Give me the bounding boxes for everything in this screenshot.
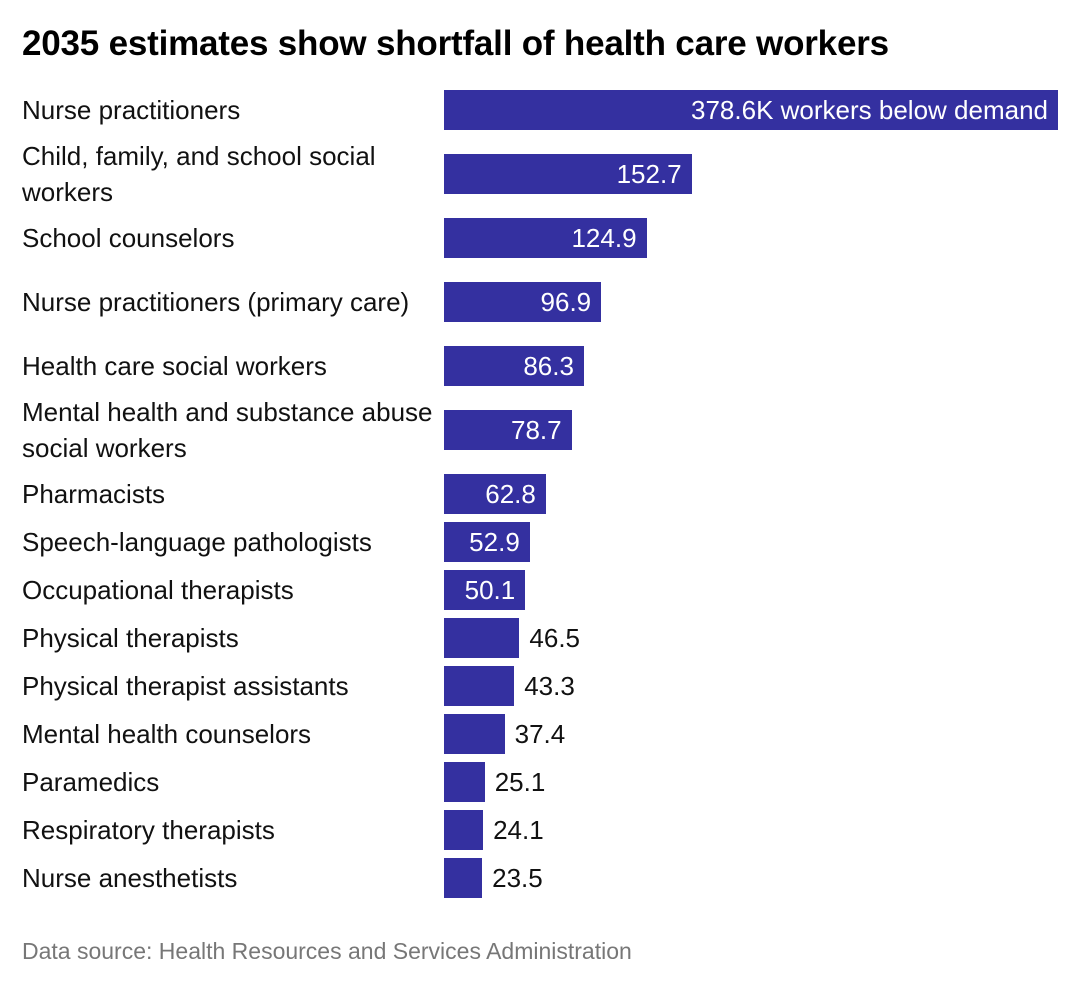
category-label: Health care social workers	[22, 351, 327, 381]
category-label: Mental health and substance abuse social…	[22, 397, 433, 463]
bar	[444, 346, 584, 386]
data-label: 46.5	[529, 623, 581, 653]
bar	[444, 474, 546, 514]
bar	[444, 570, 526, 610]
data-source-note: Data source: Health Resources and Servic…	[22, 938, 632, 964]
data-label: 378.6K workers below demand	[691, 95, 1048, 125]
category-label: Nurse practitioners (primary care)	[22, 287, 410, 317]
category-label: Occupational therapists	[22, 575, 294, 605]
bar	[444, 218, 647, 258]
category-label: Nurse anesthetists	[22, 863, 238, 893]
data-label: 24.1	[493, 815, 544, 845]
data-label: 23.5	[492, 863, 543, 893]
category-label: Nurse practitioners	[22, 95, 241, 125]
bar	[444, 714, 505, 754]
category-label: School counselors	[22, 223, 235, 253]
category-label: Pharmacists	[22, 479, 166, 509]
category-label: Speech-language pathologists	[22, 527, 372, 557]
category-label: Physical therapists	[22, 623, 239, 653]
data-label: 62.8	[485, 479, 536, 509]
category-label: Mental health counselors	[22, 719, 312, 749]
bar	[444, 810, 484, 850]
bar	[444, 410, 572, 450]
bar	[444, 522, 530, 562]
bar	[444, 858, 483, 898]
data-label: 50.1	[464, 575, 516, 605]
bar	[444, 154, 692, 194]
data-label: 152.7	[616, 159, 682, 189]
data-label: 37.4	[514, 719, 566, 749]
data-label: 124.9	[571, 223, 637, 253]
data-label: 43.3	[524, 671, 575, 701]
chart-title: 2035 estimates show shortfall of health …	[22, 24, 889, 63]
bar	[444, 666, 515, 706]
category-label: Respiratory therapists	[22, 815, 275, 845]
bar	[444, 282, 602, 322]
bar	[444, 762, 485, 802]
bar	[444, 618, 520, 658]
data-label: 52.9	[469, 527, 520, 557]
data-label: 96.9	[540, 287, 592, 317]
category-label: Physical therapist assistants	[22, 671, 349, 701]
data-label: 25.1	[494, 767, 546, 797]
data-label: 78.7	[511, 415, 562, 445]
category-label: Child, family, and school social workers	[22, 141, 376, 207]
category-label: Paramedics	[22, 767, 160, 797]
data-label: 86.3	[523, 351, 574, 381]
bar	[444, 90, 1058, 130]
